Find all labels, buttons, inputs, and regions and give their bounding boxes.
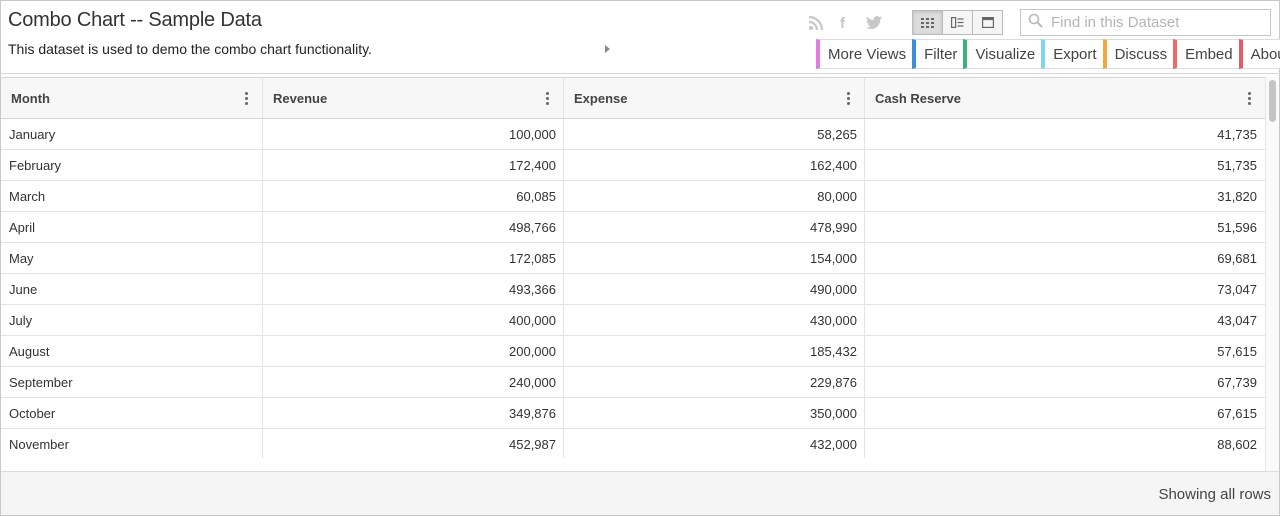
table-cell[interactable]: July [1, 305, 263, 335]
table-cell[interactable]: 57,615 [1217, 343, 1257, 359]
table-row[interactable]: October 349,876 350,000 67,615 [1, 398, 1265, 429]
table-cell[interactable]: 154,000 [564, 243, 865, 273]
table-cell[interactable]: 67,739 [1217, 374, 1257, 390]
table-cell[interactable]: October [1, 398, 263, 428]
table-row[interactable]: March 60,085 80,000 31,820 [1, 181, 1265, 212]
dataset-title: Combo Chart -- Sample Data [8, 9, 262, 31]
table-cell[interactable]: 80,000 [564, 181, 865, 211]
table-cell[interactable]: 430,000 [564, 305, 865, 335]
table-cell[interactable]: 69,681 [1217, 250, 1257, 266]
row-count-status: Showing all rows [1158, 486, 1271, 503]
table-cell[interactable]: 400,000 [263, 305, 564, 335]
table-cell[interactable]: 73,047 [1217, 281, 1257, 297]
table-row[interactable]: November 452,987 432,000 88,602 [1, 429, 1265, 458]
column-header-cash-reserve[interactable]: Cash Reserve [865, 78, 1265, 118]
table-cell[interactable]: March [1, 181, 263, 211]
detail-view-icon[interactable] [942, 10, 973, 35]
table-cell[interactable]: 51,735 [1217, 157, 1257, 173]
page-view-icon[interactable] [972, 10, 1003, 35]
table-cell[interactable]: 67,615 [1217, 405, 1257, 421]
twitter-icon[interactable] [866, 14, 882, 32]
search-input[interactable] [1051, 14, 1251, 31]
column-header-label: Month [11, 90, 50, 106]
column-header-label: Revenue [273, 90, 328, 106]
search-icon [1028, 13, 1043, 33]
scroll-thumb[interactable] [1269, 80, 1276, 122]
table-row[interactable]: August 200,000 185,432 57,615 [1, 336, 1265, 367]
table-cell[interactable]: February [1, 150, 263, 180]
column-menu-icon[interactable] [245, 92, 248, 105]
table-row[interactable]: January 100,000 58,265 41,735 [1, 119, 1265, 150]
table-cell[interactable]: 493,366 [263, 274, 564, 304]
table-body: January 100,000 58,265 41,735 February 172,40… [1, 119, 1265, 458]
table-cell[interactable]: 432,000 [564, 429, 865, 458]
table-cell[interactable]: 200,000 [263, 336, 564, 366]
table-cell[interactable]: 100,000 [263, 119, 564, 149]
table-cell[interactable]: September [1, 367, 263, 397]
table-cell[interactable]: 31,820 [1217, 188, 1257, 204]
column-header-label: Cash Reserve [875, 90, 961, 106]
header-divider [0, 73, 1280, 74]
menu-embed[interactable]: Embed [1173, 39, 1239, 69]
dataset-description: This dataset is used to demo the combo c… [8, 41, 372, 57]
header-row: Month Revenue Expense Cash Reserve [1, 78, 1265, 119]
table-row[interactable]: May 172,085 154,000 69,681 [1, 243, 1265, 274]
facebook-icon[interactable]: f [840, 14, 845, 32]
table-cell[interactable]: 240,000 [263, 367, 564, 397]
grid-view-icon[interactable] [912, 10, 943, 35]
menu-filter[interactable]: Filter [912, 39, 964, 69]
menu-discuss[interactable]: Discuss [1102, 39, 1174, 69]
column-header-revenue[interactable]: Revenue [263, 78, 564, 118]
table-cell[interactable]: 452,987 [263, 429, 564, 458]
table-row[interactable]: September 240,000 229,876 67,739 [1, 367, 1265, 398]
table-cell[interactable]: 185,432 [564, 336, 865, 366]
table-cell[interactable]: 58,265 [564, 119, 865, 149]
menu-more-views[interactable]: More Views [816, 39, 913, 69]
column-header-expense[interactable]: Expense [564, 78, 865, 118]
rss-icon[interactable] [808, 14, 824, 32]
table-cell[interactable]: November [1, 429, 263, 458]
table-cell[interactable]: 41,735 [1217, 126, 1257, 142]
column-menu-icon[interactable] [1248, 92, 1251, 105]
table-cell[interactable]: June [1, 274, 263, 304]
column-header-month[interactable]: Month [1, 78, 263, 118]
table-cell[interactable]: 51,596 [1217, 219, 1257, 235]
table-cell[interactable]: 60,085 [263, 181, 564, 211]
table-cell[interactable]: April [1, 212, 263, 242]
table-cell[interactable]: 478,990 [564, 212, 865, 242]
table-row[interactable]: June 493,366 490,000 73,047 [1, 274, 1265, 305]
dataset-menu: More Views Filter Visualize Export Discuss Em… [816, 39, 1280, 69]
table-cell[interactable]: 43,047 [1217, 312, 1257, 328]
table-cell[interactable]: 172,085 [263, 243, 564, 273]
vertical-scrollbar[interactable] [1265, 77, 1279, 471]
column-menu-icon[interactable] [847, 92, 850, 105]
table-row[interactable]: July 400,000 430,000 43,047 [1, 305, 1265, 336]
column-menu-icon[interactable] [546, 92, 549, 105]
grid-footer: Showing all rows [1, 471, 1279, 515]
table-cell[interactable]: 172,400 [263, 150, 564, 180]
column-header-label: Expense [574, 90, 628, 106]
table-cell[interactable]: January [1, 119, 263, 149]
table-cell[interactable]: 88,602 [1217, 436, 1257, 452]
table-cell[interactable]: 350,000 [564, 398, 865, 428]
table-cell[interactable]: August [1, 336, 263, 366]
table-cell[interactable]: 498,766 [263, 212, 564, 242]
table-cell[interactable]: 490,000 [564, 274, 865, 304]
table-cell[interactable]: May [1, 243, 263, 273]
table-row[interactable]: February 172,400 162,400 51,735 [1, 150, 1265, 181]
menu-export[interactable]: Export [1041, 39, 1103, 69]
data-grid: Month Revenue Expense Cash Reserve Janua… [1, 77, 1265, 458]
menu-about[interactable]: About [1238, 39, 1280, 69]
table-row[interactable]: April 498,766 478,990 51,596 [1, 212, 1265, 243]
table-cell[interactable]: 229,876 [564, 367, 865, 397]
dataset-search [1020, 9, 1271, 36]
view-toggle [912, 10, 1003, 35]
table-cell[interactable]: 349,876 [263, 398, 564, 428]
menu-visualize[interactable]: Visualize [963, 39, 1042, 69]
expand-description-icon[interactable] [605, 45, 610, 53]
table-cell[interactable]: 162,400 [564, 150, 865, 180]
